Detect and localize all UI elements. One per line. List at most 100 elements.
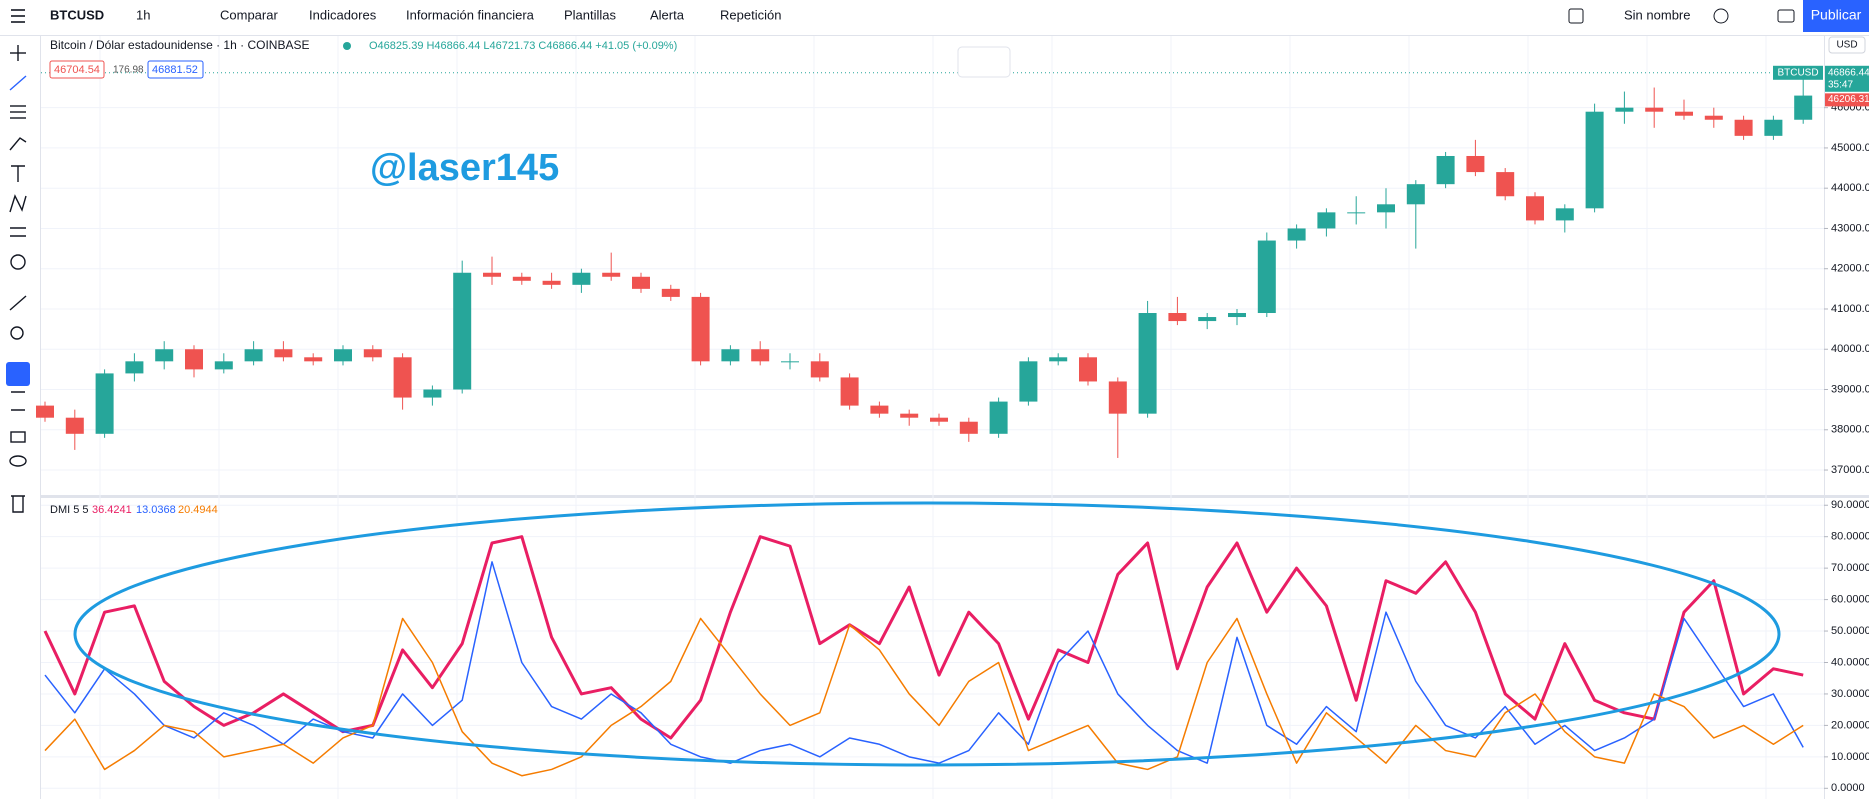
toolbar-item[interactable]: Repetición	[720, 7, 781, 22]
candle-body	[870, 405, 889, 414]
watermark: @laser145	[370, 147, 559, 189]
menu-icon[interactable]	[11, 9, 25, 23]
candle-body	[363, 349, 382, 358]
y-tick-label: 40000.00	[1831, 343, 1869, 355]
camera-icon[interactable]	[1777, 9, 1795, 23]
candle-body	[185, 349, 203, 370]
symbol-tag-label: BTCUSD	[1777, 67, 1818, 78]
legend-value: 13.0368	[136, 504, 176, 516]
symbol[interactable]: BTCUSD	[50, 7, 104, 22]
candle-body	[1585, 111, 1604, 209]
ask-box[interactable]	[147, 60, 204, 79]
layout-name[interactable]: Sin nombre	[1624, 7, 1690, 22]
y-tick-label: 20.0000	[1831, 719, 1869, 731]
market-status	[343, 42, 351, 50]
toolbar-item[interactable]: Información financiera	[406, 7, 535, 22]
candle-body	[155, 349, 174, 362]
candle-body	[393, 357, 412, 398]
ask[interactable]: 46881.52	[152, 64, 198, 76]
candle-body	[930, 417, 948, 422]
toolbar-item[interactable]: Indicadores	[309, 7, 377, 22]
candle-body	[1496, 172, 1515, 197]
low-tag	[1825, 93, 1869, 107]
symbol-title: Bitcoin / Dólar estadounidense · 1h · CO…	[50, 38, 309, 52]
drawing-tools[interactable]	[9, 45, 27, 513]
y-tick-label: 10.0000	[1831, 751, 1869, 763]
symbol-tag	[1773, 65, 1823, 80]
dmi-line	[44, 617, 1804, 777]
candle-body	[1377, 204, 1395, 213]
y-tick-label: 90.0000	[1831, 499, 1869, 511]
price-tag	[1825, 65, 1869, 92]
candle-body	[1645, 107, 1664, 112]
ohlc: O46825.39 H46866.44 L46721.73 C46866.44 …	[369, 40, 677, 52]
y-tick-label: 37000.00	[1831, 464, 1869, 476]
candle-body	[483, 272, 501, 277]
candle-body	[1436, 155, 1455, 185]
candle-body	[423, 389, 442, 398]
candle-body	[602, 272, 621, 277]
publish-label[interactable]: Publicar	[1811, 7, 1862, 23]
candle-body	[810, 361, 829, 378]
candle-body	[840, 377, 859, 406]
y-tick-label: 30.0000	[1831, 688, 1869, 700]
y-tick-label: 0.0000	[1831, 782, 1865, 794]
spread: 176.98	[113, 65, 144, 76]
candle-body	[691, 296, 710, 362]
candle-body	[95, 373, 114, 434]
candle-body	[304, 357, 323, 362]
annotation-ellipse	[73, 501, 1781, 767]
currency[interactable]: USD	[1836, 40, 1857, 51]
candle-body	[274, 349, 293, 358]
candle-body	[632, 276, 650, 289]
bid-box[interactable]	[49, 60, 105, 79]
candle-body	[1287, 228, 1306, 241]
toolbar-item[interactable]: Plantillas	[564, 7, 617, 22]
y-tick-label: 42000.00	[1831, 263, 1869, 275]
candle-body	[214, 361, 233, 370]
bid[interactable]: 46704.54	[54, 64, 100, 76]
publish-button[interactable]	[1803, 0, 1869, 32]
y-tick-label: 70.0000	[1831, 562, 1869, 574]
candle-body	[1257, 240, 1276, 314]
candle-body	[572, 272, 591, 285]
y-tick-label: 38000.00	[1831, 424, 1869, 436]
candle-body	[334, 349, 352, 362]
legend-value: 20.4944	[178, 504, 218, 516]
candle-body	[1079, 357, 1097, 382]
candle-body	[1466, 155, 1485, 173]
low-price: 46206.31	[1828, 94, 1869, 105]
floating-widget[interactable]	[957, 46, 1011, 78]
candle-body	[1555, 208, 1574, 221]
candle-body	[781, 361, 799, 363]
y-tick-label: 44000.00	[1831, 182, 1869, 194]
y-tick-label: 40.0000	[1831, 656, 1869, 668]
y-tick-label: 41000.00	[1831, 303, 1869, 315]
candle-body	[1317, 212, 1336, 229]
currency-box[interactable]	[1828, 36, 1866, 54]
last-price: 46866.44	[1828, 67, 1869, 78]
y-tick-label: 50.0000	[1831, 625, 1869, 637]
y-tick-label: 80.0000	[1831, 531, 1869, 543]
candle-body	[721, 349, 740, 362]
candle-body	[900, 413, 919, 418]
candle-body	[1704, 115, 1723, 120]
toolbar-item[interactable]: Alerta	[650, 7, 685, 22]
candle-body	[1168, 313, 1187, 322]
settings-icon[interactable]	[1713, 8, 1729, 24]
interval[interactable]: 1h	[136, 7, 150, 22]
candle-body	[125, 361, 144, 374]
y-tick-label: 45000.00	[1831, 142, 1869, 154]
magnet-tool[interactable]	[6, 362, 30, 386]
fullscreen-icon[interactable]	[1568, 8, 1584, 24]
candle-body	[1228, 313, 1246, 318]
candle-body	[1138, 313, 1157, 414]
y-tick-label: 43000.00	[1831, 222, 1869, 234]
candle-body	[512, 276, 531, 281]
candle-body	[1198, 317, 1217, 322]
candle-body	[1675, 111, 1693, 116]
toolbar-item[interactable]: Comparar	[220, 7, 278, 22]
candle-body	[661, 288, 680, 297]
candle-body	[1734, 119, 1753, 136]
